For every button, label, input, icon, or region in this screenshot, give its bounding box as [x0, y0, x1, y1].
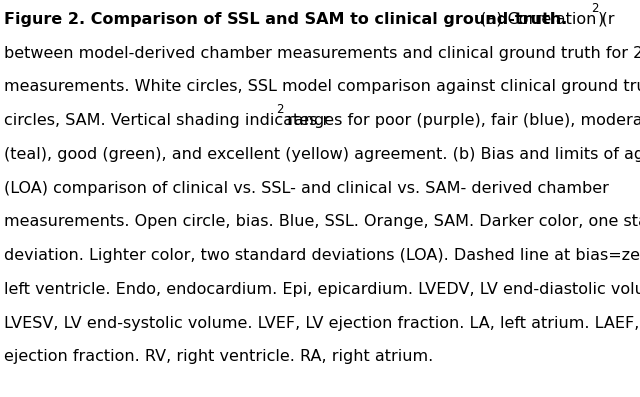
- Text: measurements. White circles, SSL model comparison against clinical ground truth;: measurements. White circles, SSL model c…: [4, 79, 640, 94]
- Text: ): ): [598, 12, 604, 27]
- Text: LVESV, LV end-systolic volume. LVEF, LV ejection fraction. LA, left atrium. LAEF: LVESV, LV end-systolic volume. LVEF, LV …: [4, 316, 640, 331]
- Text: circles, SAM. Vertical shading indicates r: circles, SAM. Vertical shading indicates…: [4, 113, 330, 128]
- Text: 2: 2: [591, 2, 599, 15]
- Text: (a) Correlation (r: (a) Correlation (r: [475, 12, 614, 27]
- Text: ejection fraction. RV, right ventricle. RA, right atrium.: ejection fraction. RV, right ventricle. …: [4, 349, 433, 364]
- Text: deviation. Lighter color, two standard deviations (LOA). Dashed line at bias=zer: deviation. Lighter color, two standard d…: [4, 248, 640, 263]
- Text: left ventricle. Endo, endocardium. Epi, epicardium. LVEDV, LV end-diastolic volu: left ventricle. Endo, endocardium. Epi, …: [4, 282, 640, 297]
- Text: (LOA) comparison of clinical vs. SSL- and clinical vs. SAM- derived chamber: (LOA) comparison of clinical vs. SSL- an…: [4, 181, 609, 196]
- Text: between model-derived chamber measurements and clinical ground truth for 25 card: between model-derived chamber measuremen…: [4, 46, 640, 61]
- Text: (teal), good (green), and excellent (yellow) agreement. (b) Bias and limits of a: (teal), good (green), and excellent (yel…: [4, 147, 640, 162]
- Text: measurements. Open circle, bias. Blue, SSL. Orange, SAM. Darker color, one stand: measurements. Open circle, bias. Blue, S…: [4, 214, 640, 229]
- Text: Figure 2. Comparison of SSL and SAM to clinical ground-truth.: Figure 2. Comparison of SSL and SAM to c…: [4, 12, 568, 27]
- Text: 2: 2: [276, 103, 284, 116]
- Text: ranges for poor (purple), fair (blue), moderate: ranges for poor (purple), fair (blue), m…: [282, 113, 640, 128]
